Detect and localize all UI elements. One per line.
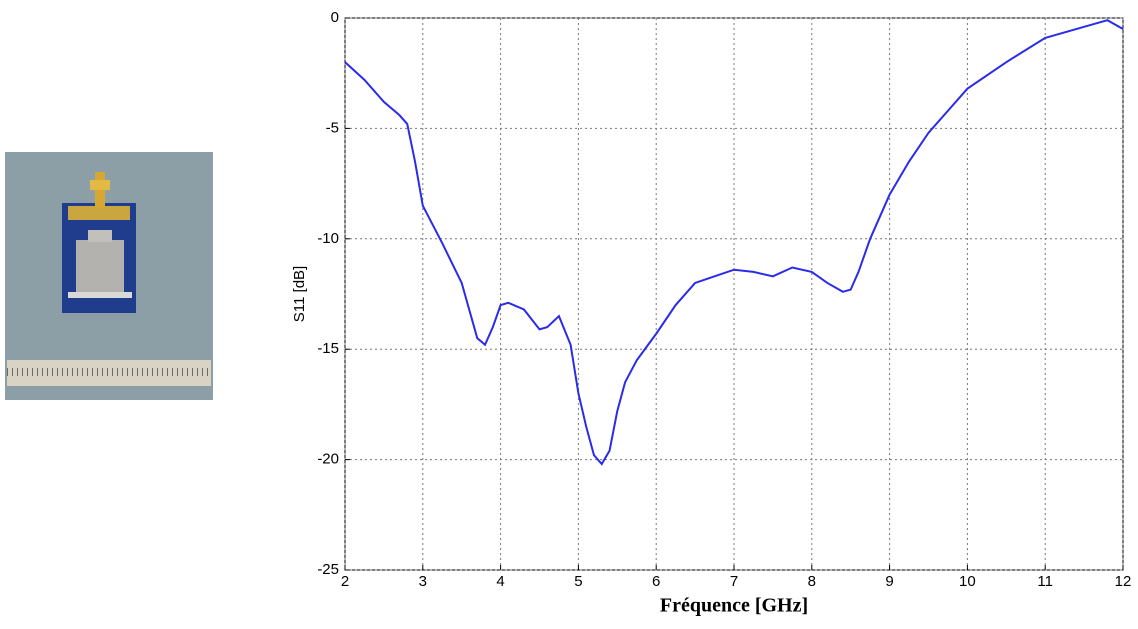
y-tick-label: 0 bbox=[331, 9, 339, 26]
x-tick-label: 5 bbox=[574, 573, 582, 590]
y-tick-label: -5 bbox=[326, 119, 339, 136]
x-tick-label: 12 bbox=[1115, 573, 1132, 590]
y-tick-label: -10 bbox=[317, 230, 339, 247]
x-tick-label: 8 bbox=[808, 573, 816, 590]
x-tick-label: 4 bbox=[496, 573, 504, 590]
y-tick-label: -20 bbox=[317, 451, 339, 468]
x-tick-label: 3 bbox=[419, 573, 427, 590]
x-tick-label: 2 bbox=[341, 573, 349, 590]
y-tick-label: -25 bbox=[317, 561, 339, 578]
x-tick-label: 10 bbox=[959, 573, 976, 590]
x-tick-label: 9 bbox=[885, 573, 893, 590]
y-axis-title: S11 [dB] bbox=[291, 266, 308, 322]
x-tick-label: 11 bbox=[1037, 573, 1053, 590]
x-axis-title: Fréquence [GHz] bbox=[660, 595, 808, 617]
data-line bbox=[344, 19, 1124, 466]
x-tick-label: 7 bbox=[730, 573, 738, 590]
x-tick-label: 6 bbox=[652, 573, 660, 590]
y-tick-label: -15 bbox=[317, 340, 339, 357]
antenna-photo bbox=[5, 152, 213, 400]
